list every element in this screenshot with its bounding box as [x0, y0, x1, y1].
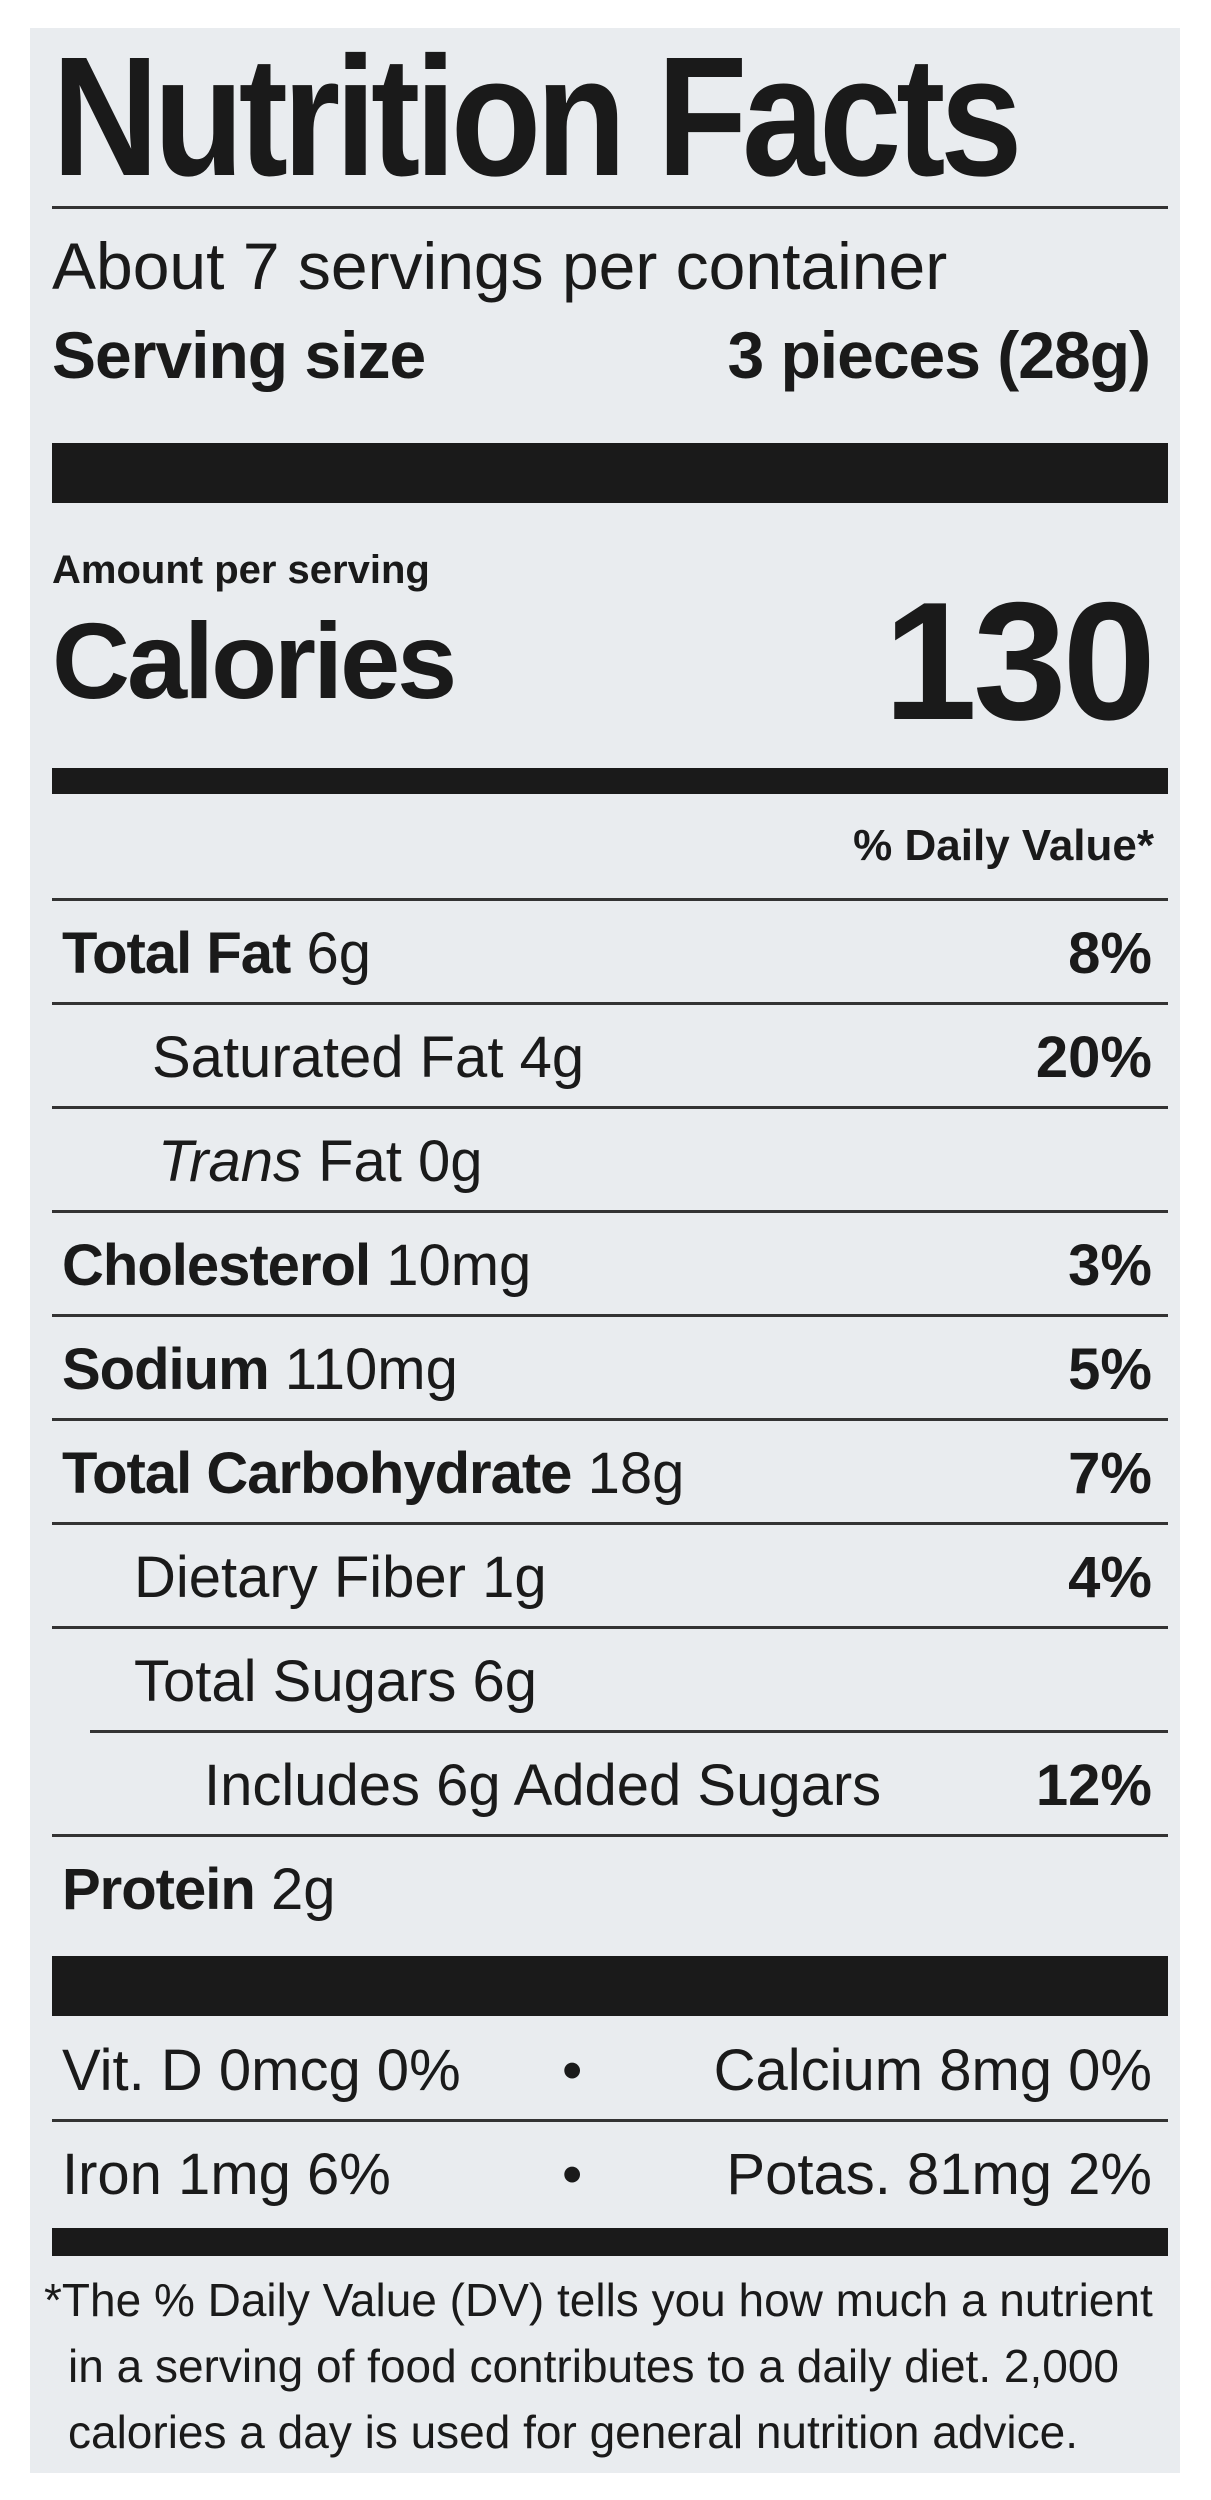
divider	[52, 1210, 1168, 1213]
nutrient-label: Dietary Fiber 1g	[134, 1543, 547, 1613]
serving-size-label: Serving size	[52, 318, 426, 392]
micronutrient-row: Iron 1mg 6% • Potas. 81mg 2%	[30, 2122, 1180, 2222]
divider	[52, 206, 1168, 209]
bullet: •	[562, 2038, 583, 2103]
nutrient-name-italic: Trans	[158, 1129, 302, 1194]
divider	[52, 1314, 1168, 1317]
micronutrient-right: Calcium 8mg 0%	[713, 2038, 1152, 2103]
nutrient-row-added-sugars: Includes 6g Added Sugars 12%	[30, 1733, 1180, 1837]
calories-label: Calories	[52, 600, 457, 721]
divider	[52, 1106, 1168, 1109]
micronutrient-left: Iron 1mg 6%	[62, 2142, 391, 2207]
divider	[52, 1522, 1168, 1525]
bullet: •	[562, 2142, 583, 2207]
nutrient-row-total-carbohydrate: Total Carbohydrate 18g 7%	[30, 1421, 1180, 1525]
footnote-line: calories a day is used for general nutri…	[68, 2406, 1079, 2458]
nutrient-dv: 12%	[1035, 1753, 1152, 1818]
nutrient-amount: 6g	[472, 1649, 538, 1714]
nutrient-amount: 6g	[306, 921, 371, 986]
divider	[52, 2119, 1168, 2122]
label-title: Nutrition Facts	[52, 22, 1022, 212]
serving-size-value: 3 pieces (28g)	[727, 318, 1151, 392]
nutrient-label: Total Sugars 6g	[134, 1647, 537, 1717]
nutrition-facts-label: Nutrition Facts About 7 servings per con…	[30, 28, 1180, 2473]
nutrient-dv: 5%	[1068, 1337, 1152, 1402]
medium-bar	[52, 768, 1168, 794]
divider	[52, 1418, 1168, 1421]
nutrient-row-saturated-fat: Saturated Fat 4g 20%	[30, 1005, 1180, 1109]
daily-value-header: % Daily Value*	[853, 821, 1154, 870]
nutrient-row-trans-fat: Trans Fat 0g	[30, 1109, 1180, 1213]
nutrient-amount: 10mg	[386, 1233, 532, 1298]
nutrient-amount: 4g	[519, 1025, 585, 1090]
servings-per-container: About 7 servings per container	[52, 229, 948, 303]
nutrient-name: Includes 6g Added Sugars	[204, 1753, 882, 1818]
nutrient-name: Total Carbohydrate	[62, 1441, 572, 1506]
nutrient-amount: 0g	[418, 1129, 483, 1194]
nutrient-label: Total Carbohydrate 18g	[62, 1439, 684, 1509]
nutrient-row-total-fat: Total Fat 6g 8%	[30, 901, 1180, 1005]
nutrient-name: Saturated Fat	[152, 1025, 504, 1090]
divider	[52, 1834, 1168, 1837]
divider	[52, 1002, 1168, 1005]
divider	[52, 1626, 1168, 1629]
nutrient-dv: 3%	[1068, 1233, 1152, 1298]
micronutrient-left: Vit. D 0mcg 0%	[62, 2038, 461, 2103]
nutrient-amount: 110mg	[284, 1337, 458, 1402]
nutrient-row-sodium: Sodium 110mg 5%	[30, 1317, 1180, 1421]
nutrient-label: Trans Fat 0g	[158, 1127, 483, 1197]
nutrient-name: Fat	[318, 1129, 402, 1194]
nutrient-row-cholesterol: Cholesterol 10mg 3%	[30, 1213, 1180, 1317]
nutrient-label: Total Fat 6g	[62, 919, 371, 989]
nutrient-dv: 20%	[1035, 1025, 1152, 1090]
nutrient-row-protein: Protein 2g	[30, 1837, 1180, 1937]
nutrient-label: Protein 2g	[62, 1855, 335, 1925]
nutrient-name: Total Fat	[62, 921, 291, 986]
nutrient-amount: 18g	[587, 1441, 685, 1506]
micronutrient-row: Vit. D 0mcg 0% • Calcium 8mg 0%	[30, 2018, 1180, 2122]
nutrient-row-dietary-fiber: Dietary Fiber 1g 4%	[30, 1525, 1180, 1629]
nutrient-dv: 7%	[1068, 1441, 1152, 1506]
nutrient-amount: 2g	[270, 1857, 336, 1922]
medium-bar	[52, 2228, 1168, 2256]
thick-bar	[52, 1956, 1168, 2016]
nutrient-dv: 8%	[1068, 921, 1152, 986]
nutrient-label: Saturated Fat 4g	[152, 1023, 584, 1093]
nutrient-name: Sodium	[62, 1337, 270, 1402]
nutrient-label: Sodium 110mg	[62, 1335, 458, 1405]
footnote-line: *The % Daily Value (DV) tells you how mu…	[44, 2274, 1153, 2326]
micronutrient-right: Potas. 81mg 2%	[726, 2142, 1152, 2207]
divider	[52, 898, 1168, 901]
nutrient-dv: 4%	[1068, 1545, 1152, 1610]
calories-value: 130	[883, 567, 1156, 755]
divider	[90, 1730, 1168, 1733]
nutrient-amount: 1g	[482, 1545, 547, 1610]
nutrient-name: Dietary Fiber	[134, 1545, 466, 1610]
nutrient-label: Cholesterol 10mg	[62, 1231, 531, 1301]
footnote-line: in a serving of food contributes to a da…	[68, 2340, 1119, 2392]
amount-per-serving: Amount per serving	[52, 548, 430, 592]
nutrient-row-total-sugars: Total Sugars 6g	[30, 1629, 1180, 1733]
thick-bar	[52, 443, 1168, 503]
nutrient-name: Cholesterol	[62, 1233, 371, 1298]
nutrient-name: Protein	[62, 1857, 256, 1922]
nutrient-name: Total Sugars	[134, 1649, 457, 1714]
